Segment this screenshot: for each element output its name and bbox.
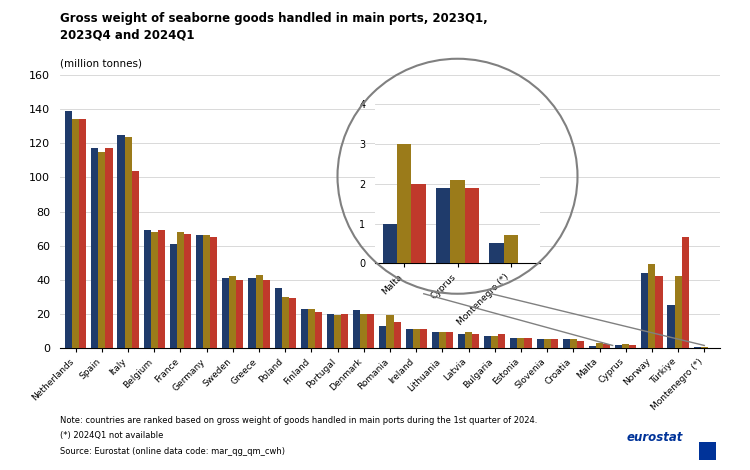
Bar (570, 339, 577, 348)
Bar (353, 310, 360, 348)
Bar (124, 136, 132, 348)
Bar (536, 339, 544, 348)
Bar (282, 297, 289, 348)
Bar (668, 305, 674, 348)
Bar (413, 329, 420, 348)
Bar (222, 278, 230, 348)
Bar (118, 135, 124, 348)
Bar (420, 329, 427, 348)
Bar (648, 264, 656, 348)
Bar (170, 244, 177, 348)
Bar (92, 149, 98, 348)
Bar (397, 144, 412, 263)
Bar (144, 230, 151, 348)
Legend: 2023Q1, 2023Q4, 2024Q1: 2023Q1, 2023Q4, 2024Q1 (234, 468, 441, 470)
Bar (382, 224, 397, 263)
Bar (341, 314, 348, 348)
Bar (615, 345, 622, 348)
Bar (503, 235, 518, 263)
Text: (*) 2024Q1 not available: (*) 2024Q1 not available (60, 431, 164, 440)
Bar (203, 235, 210, 348)
Bar (151, 232, 157, 348)
Bar (629, 345, 636, 348)
Text: Source: Eurostat (online data code: mar_qg_qm_cwh): Source: Eurostat (online data code: mar_… (60, 446, 285, 455)
Bar (562, 339, 570, 348)
Bar (491, 336, 498, 348)
Bar (622, 344, 629, 348)
Bar (308, 309, 315, 348)
Bar (596, 343, 603, 348)
Bar (394, 322, 400, 348)
Bar (262, 280, 270, 348)
Bar (412, 184, 426, 263)
Bar (577, 341, 584, 348)
Bar (386, 315, 394, 348)
Bar (327, 314, 334, 348)
Bar (589, 346, 596, 348)
Bar (248, 278, 256, 348)
Text: Note: countries are ranked based on gross weight of goods handled in main ports : Note: countries are ranked based on gros… (60, 416, 537, 425)
Bar (544, 339, 550, 348)
Bar (196, 235, 203, 348)
Bar (472, 334, 479, 348)
Bar (465, 188, 479, 263)
Bar (550, 339, 558, 348)
Bar (436, 188, 450, 263)
Bar (524, 337, 532, 348)
Bar (236, 280, 244, 348)
Bar (700, 346, 708, 348)
Bar (360, 314, 368, 348)
Bar (132, 171, 139, 348)
Bar (603, 345, 610, 348)
Bar (641, 273, 648, 348)
Bar (315, 312, 322, 348)
Bar (450, 180, 465, 263)
Bar (489, 243, 503, 263)
Bar (256, 274, 262, 348)
Bar (458, 334, 465, 348)
Bar (510, 337, 518, 348)
Text: eurostat: eurostat (626, 431, 682, 444)
Text: Gross weight of seaborne goods handled in main ports, 2023Q1,
2023Q4 and 2024Q1: Gross weight of seaborne goods handled i… (60, 12, 488, 42)
Bar (230, 276, 236, 348)
Bar (106, 149, 112, 348)
Bar (177, 232, 184, 348)
Bar (184, 234, 191, 348)
Bar (694, 347, 700, 348)
Text: (million tonnes): (million tonnes) (60, 59, 142, 69)
Bar (72, 119, 80, 348)
Bar (674, 276, 682, 348)
Bar (518, 337, 524, 348)
Bar (80, 119, 86, 348)
Bar (98, 152, 106, 348)
Bar (406, 329, 412, 348)
Bar (498, 334, 506, 348)
Bar (465, 332, 472, 348)
Bar (158, 230, 165, 348)
Bar (301, 309, 308, 348)
Bar (484, 336, 491, 348)
Bar (432, 332, 439, 348)
Bar (65, 111, 72, 348)
Bar (446, 332, 453, 348)
Bar (210, 237, 218, 348)
Bar (274, 288, 282, 348)
Bar (439, 332, 446, 348)
Bar (380, 326, 386, 348)
Bar (334, 315, 341, 348)
Bar (368, 314, 374, 348)
Bar (682, 237, 688, 348)
Bar (656, 276, 662, 348)
Bar (289, 298, 296, 348)
